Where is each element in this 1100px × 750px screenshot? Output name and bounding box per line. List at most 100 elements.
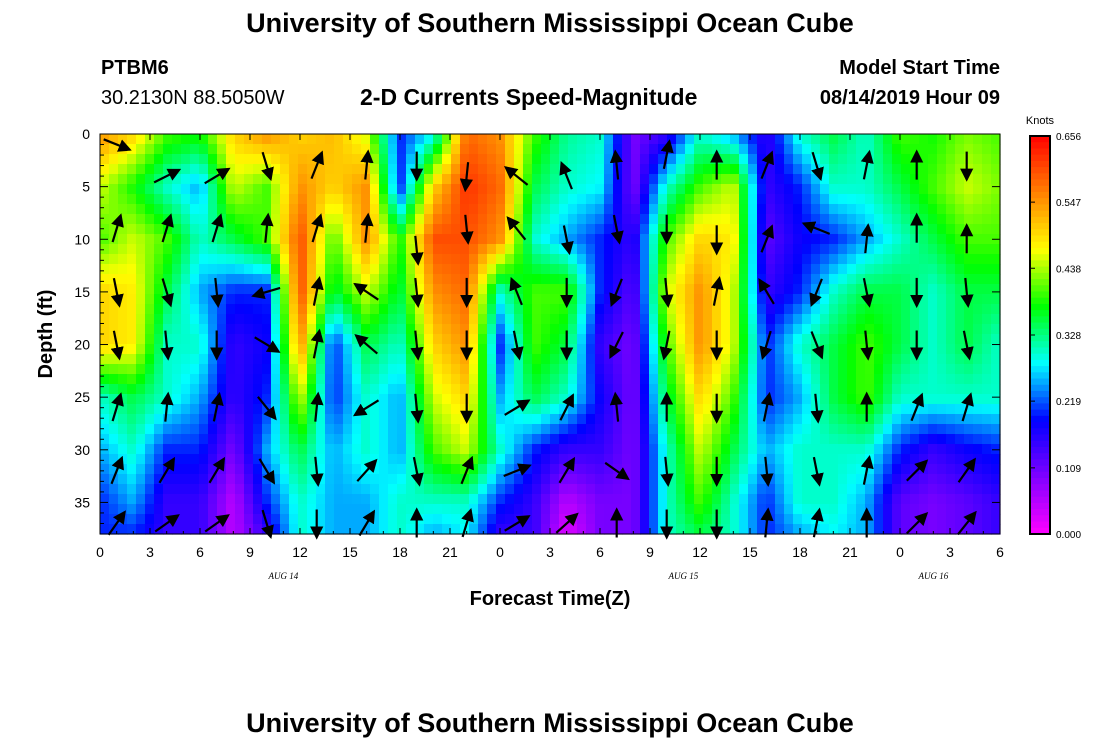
heatmap-cell [442,334,452,345]
heatmap-cell [667,314,677,325]
heatmap-cell [730,364,740,375]
heatmap-cell [253,144,263,155]
heatmap-cell [550,134,560,145]
heatmap-cell [514,434,524,445]
heatmap-cell [334,424,344,435]
heatmap-cell [964,364,974,375]
heatmap-cell [541,484,551,495]
heatmap-cell [217,204,227,215]
heatmap-cell [757,174,767,185]
heatmap-cell [676,434,686,445]
heatmap-cell [901,224,911,235]
heatmap-cell [964,144,974,155]
heatmap-cell [937,344,947,355]
heatmap-cell [379,434,389,445]
heatmap-cell [343,314,353,325]
heatmap-cell [334,144,344,155]
heatmap-cell [307,464,317,475]
heatmap-cell [271,314,281,325]
heatmap-cell [181,154,191,165]
heatmap-cell [604,194,614,205]
heatmap-cell [901,294,911,305]
heatmap-cell [163,524,173,535]
heatmap-cell [694,494,704,505]
heatmap-cell [631,384,641,395]
heatmap-cell [802,304,812,315]
heatmap-cell [928,244,938,255]
heatmap-cell [667,484,677,495]
heatmap-cell [730,154,740,165]
heatmap-cell [919,174,929,185]
heatmap-cell [766,434,776,445]
heatmap-cell [595,494,605,505]
current-vector-arrow [410,235,424,266]
heatmap-cell [532,134,542,145]
heatmap-cell [946,504,956,515]
heatmap-cell [865,234,875,245]
heatmap-cell [424,434,434,445]
heatmap-cell [271,264,281,275]
heatmap-cell [190,254,200,265]
heatmap-cell [577,404,587,415]
heatmap-cell [910,504,920,515]
heatmap-cell [586,424,596,435]
heatmap-cell [406,424,416,435]
current-vector-arrow [103,138,132,152]
heatmap-cell [226,184,236,195]
heatmap-cell [919,134,929,145]
heatmap-cell [622,384,632,395]
heatmap-cell [631,394,641,405]
colorbar-segment [1030,223,1050,230]
heatmap-cell [172,284,182,295]
heatmap-cell [289,184,299,195]
heatmap-cell [901,304,911,315]
heatmap-cell [586,324,596,335]
heatmap-cell [595,224,605,235]
heatmap-cell [451,464,461,475]
heatmap-cell [523,444,533,455]
heatmap-cell [523,314,533,325]
heatmap-cell [721,334,731,345]
heatmap-cell [577,184,587,195]
heatmap-cell [937,144,947,155]
heatmap-cell [100,144,110,155]
heatmap-cell [964,224,974,235]
heatmap-cell [847,404,857,415]
heatmap-cell [847,354,857,365]
heatmap-cell [559,454,569,465]
heatmap-cell [640,374,650,385]
heatmap-cell [829,394,839,405]
heatmap-cell [766,494,776,505]
heatmap-cell [802,524,812,535]
heatmap-cell [586,504,596,515]
heatmap-cell [550,514,560,525]
heatmap-cell [685,434,695,445]
current-vector-arrow [809,278,823,307]
heatmap-cell [919,154,929,165]
heatmap-cell [244,184,254,195]
heatmap-cell [946,154,956,165]
heatmap-cell [244,524,254,535]
heatmap-cell [838,184,848,195]
heatmap-cell [406,274,416,285]
heatmap-cell [649,334,659,345]
heatmap-cell [667,184,677,195]
heatmap-cell [289,224,299,235]
heatmap-cell [325,494,335,505]
heatmap-cell [883,394,893,405]
heatmap-cell [298,284,308,295]
heatmap-cell [892,254,902,265]
heatmap-cell [901,484,911,495]
heatmap-cell [595,324,605,335]
heatmap-cell [451,364,461,375]
heatmap-cell [496,284,506,295]
heatmap-cell [595,164,605,175]
heatmap-cell [424,364,434,375]
heatmap-cell [676,374,686,385]
heatmap-cell [928,134,938,145]
heatmap-cell [946,414,956,425]
heatmap-cell [559,254,569,265]
heatmap-cell [973,444,983,455]
heatmap-cell [199,504,209,515]
heatmap-cell [460,144,470,155]
